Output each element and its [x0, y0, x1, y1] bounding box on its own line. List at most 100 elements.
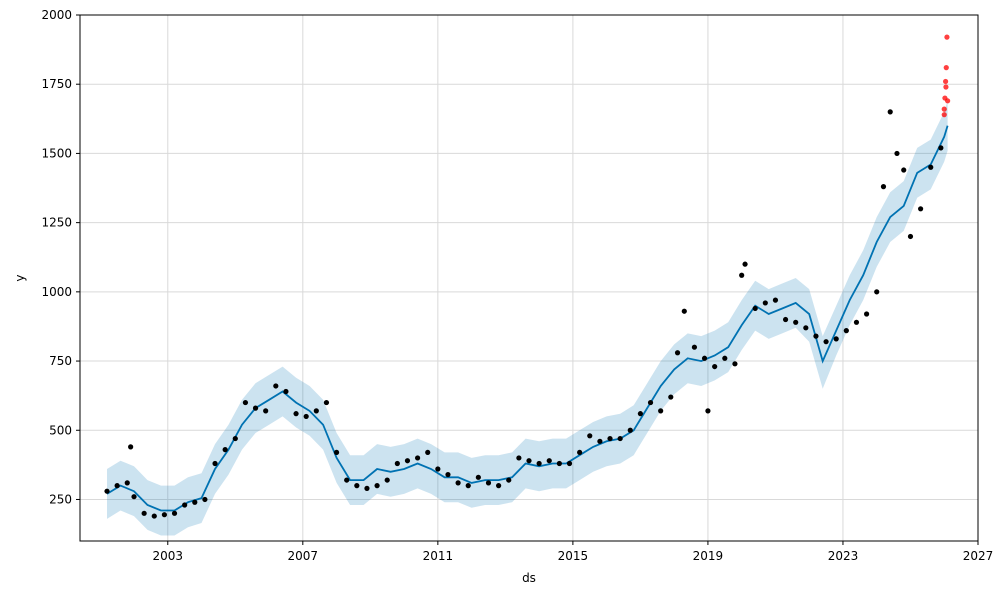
- observed-point: [354, 483, 360, 489]
- observed-point: [813, 333, 819, 339]
- observed-points-layer: [104, 109, 944, 519]
- observed-point: [587, 433, 593, 439]
- test-point: [943, 65, 949, 71]
- observed-point: [128, 444, 134, 450]
- observed-point: [465, 483, 471, 489]
- observed-point: [863, 311, 870, 317]
- test-point: [944, 34, 950, 40]
- observed-point: [597, 438, 603, 444]
- observed-point: [739, 272, 745, 278]
- x-tick-label: 2023: [828, 549, 859, 563]
- observed-point: [793, 319, 799, 325]
- observed-point: [722, 355, 728, 361]
- observed-point: [874, 289, 880, 295]
- observed-point: [566, 460, 573, 467]
- y-tick-label: 1500: [41, 146, 72, 160]
- x-tick-label: 2007: [288, 549, 319, 563]
- test-point: [945, 98, 951, 104]
- test-point: [943, 84, 949, 90]
- observed-point: [742, 261, 748, 267]
- observed-point: [161, 512, 167, 518]
- observed-point: [647, 399, 654, 406]
- observed-point: [668, 394, 674, 400]
- grid-layer: [80, 14, 979, 541]
- observed-point: [475, 474, 481, 480]
- observed-point: [273, 383, 279, 389]
- observed-point: [374, 483, 380, 489]
- observed-point: [691, 344, 698, 350]
- observed-point: [526, 458, 532, 464]
- y-tick-label: 750: [49, 354, 72, 368]
- observed-point: [496, 483, 502, 489]
- observed-point: [843, 328, 849, 334]
- y-tick-label: 1750: [41, 77, 72, 91]
- observed-point: [546, 458, 552, 464]
- observed-point: [907, 233, 914, 240]
- observed-point: [701, 355, 708, 361]
- observed-point: [212, 460, 218, 467]
- observed-point: [283, 388, 289, 395]
- test-point: [941, 106, 947, 112]
- observed-point: [880, 184, 887, 190]
- y-tick-label: 500: [49, 423, 72, 437]
- observed-point: [928, 164, 934, 170]
- observed-point: [627, 427, 633, 433]
- observed-point: [414, 455, 421, 461]
- observed-point: [192, 499, 198, 505]
- observed-point: [333, 449, 340, 456]
- observed-point: [182, 502, 188, 508]
- observed-point: [938, 145, 944, 151]
- x-axis-label: ds: [522, 571, 536, 585]
- observed-point: [394, 460, 400, 467]
- observed-point: [455, 480, 461, 486]
- x-tick-label: 2027: [963, 549, 994, 563]
- observed-point: [556, 460, 562, 467]
- observed-point: [823, 339, 829, 345]
- observed-point: [681, 308, 687, 314]
- observed-point: [404, 458, 411, 464]
- x-tick-label: 2015: [558, 549, 589, 563]
- observed-point: [485, 480, 492, 486]
- observed-point: [171, 510, 178, 516]
- observed-point: [131, 494, 137, 500]
- observed-point: [222, 447, 228, 453]
- observed-point: [303, 413, 309, 420]
- observed-point: [752, 305, 758, 312]
- y-tick-label: 2000: [41, 8, 72, 22]
- uncertainty-band-layer: [107, 100, 948, 536]
- observed-point: [887, 109, 893, 115]
- observed-point: [853, 319, 860, 325]
- observed-point: [313, 408, 319, 414]
- observed-point: [894, 150, 900, 157]
- x-tick-label: 2019: [693, 549, 724, 563]
- observed-point: [732, 361, 738, 367]
- observed-point: [242, 399, 249, 406]
- y-axis-ticks: 250 500 750 1000 1250 1500 1750 2000: [41, 8, 80, 506]
- observed-point: [124, 480, 130, 486]
- y-tick-label: 1250: [41, 216, 72, 230]
- plot-frame: [79, 14, 979, 542]
- observed-point: [918, 206, 924, 212]
- y-tick-label: 250: [49, 492, 72, 506]
- observed-point: [607, 435, 613, 442]
- observed-point: [364, 485, 370, 491]
- observed-point: [344, 477, 350, 483]
- x-tick-label: 2011: [423, 549, 454, 563]
- observed-point: [323, 399, 330, 406]
- observed-point: [705, 408, 711, 414]
- observed-point: [425, 449, 431, 456]
- observed-point: [151, 513, 157, 519]
- observed-point: [674, 350, 681, 356]
- test-point: [941, 112, 947, 118]
- observed-point: [536, 460, 542, 467]
- observed-point: [114, 483, 120, 489]
- observed-point: [104, 488, 110, 494]
- observed-point: [252, 405, 259, 411]
- observed-point: [516, 455, 522, 461]
- observed-point: [658, 408, 664, 414]
- observed-point: [762, 300, 768, 306]
- y-tick-label: 1000: [41, 285, 72, 299]
- y-axis-label: y: [13, 274, 27, 281]
